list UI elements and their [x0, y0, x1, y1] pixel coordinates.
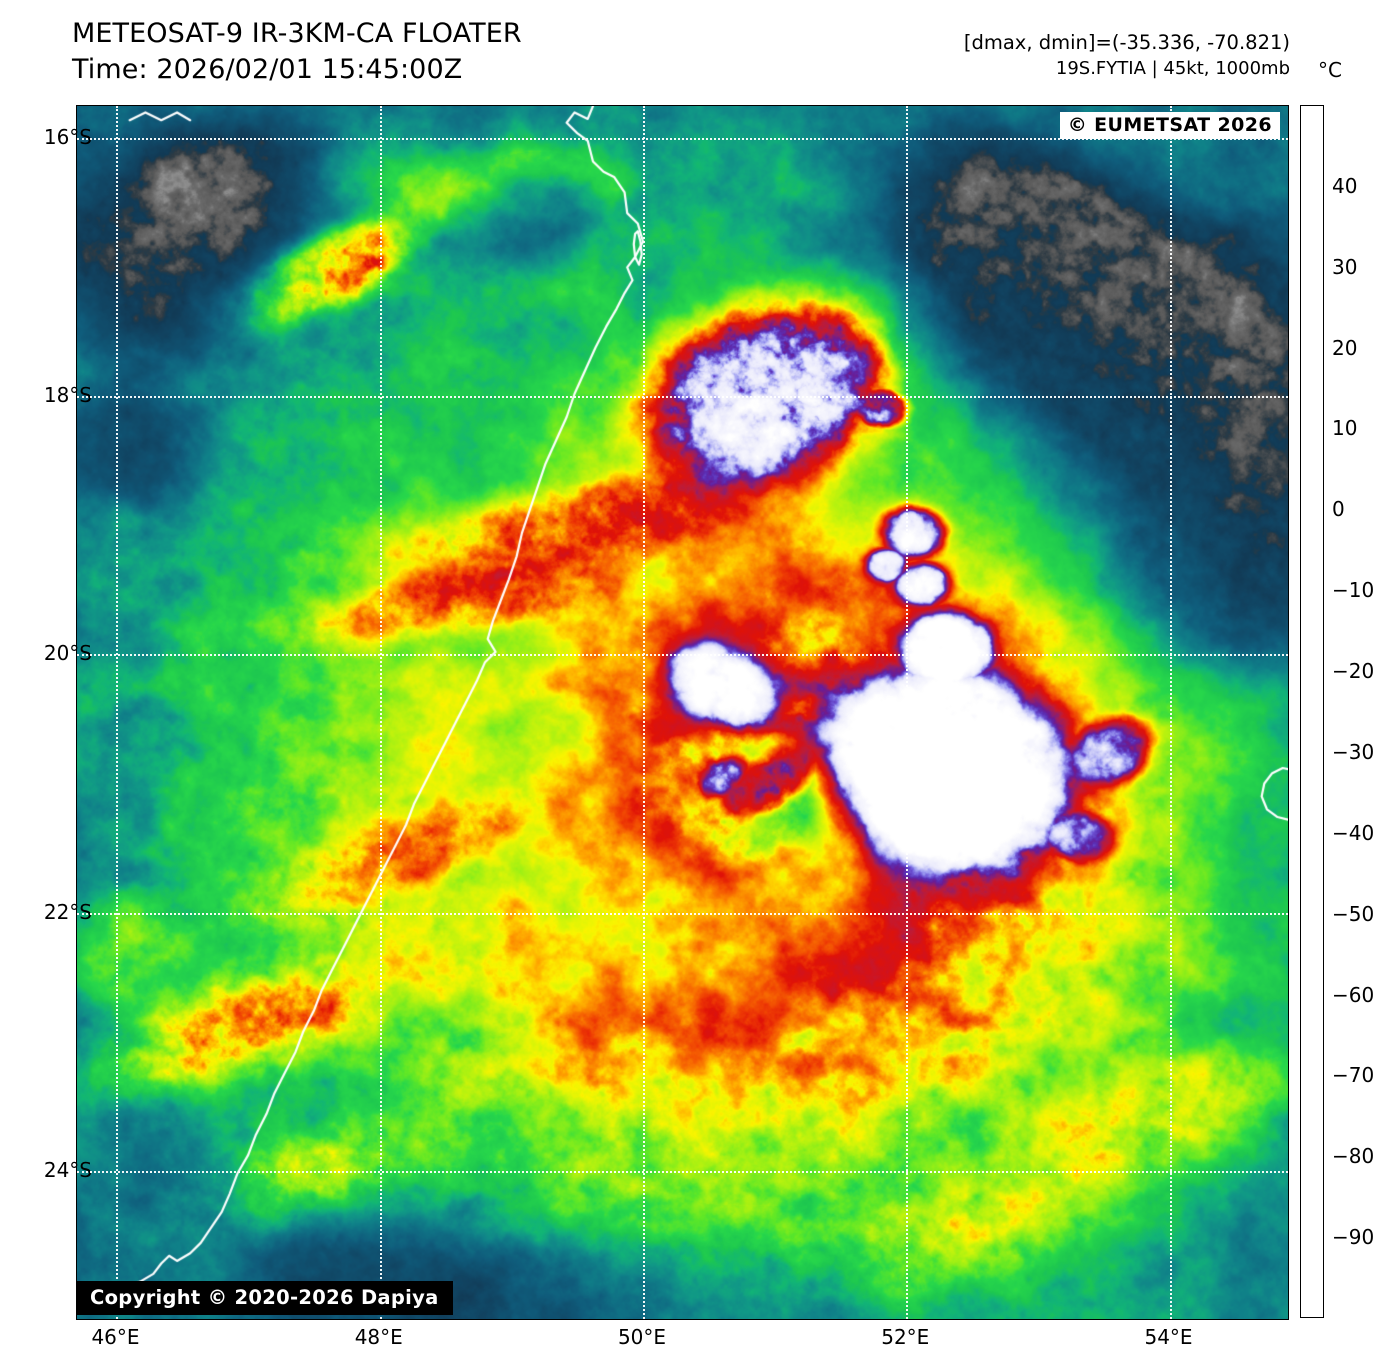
colorbar-tick--40: −40: [1332, 820, 1375, 845]
colorbar-unit-label: °C: [1318, 58, 1342, 82]
product-title: METEOSAT-9 IR-3KM-CA FLOATER: [72, 18, 522, 49]
dapiya-copyright-badge: Copyright © 2020-2026 Dapiya: [77, 1281, 453, 1315]
xtick-label-46: 46°E: [91, 1325, 140, 1349]
xtick-label-52: 52°E: [881, 1325, 930, 1349]
xtick-label-48: 48°E: [354, 1325, 403, 1349]
page-title: METEOSAT-9 IR-3KM-CA FLOATER Time: 2026/…: [72, 16, 772, 87]
colorbar-tick-30: 30: [1332, 254, 1358, 279]
colorbar-tick--10: −10: [1332, 578, 1375, 603]
colorbar-tick--20: −20: [1332, 659, 1375, 684]
eumetsat-copyright-badge: © EUMETSAT 2026: [1059, 112, 1280, 139]
colorbar-tick--60: −60: [1332, 982, 1375, 1007]
colorbar-tick--80: −80: [1332, 1144, 1375, 1169]
satellite-image-plot[interactable]: © EUMETSAT 2026 Copyright © 2020-2026 Da…: [76, 105, 1289, 1320]
storm-info-label: 19S.FYTIA | 45kt, 1000mb: [1055, 57, 1290, 79]
xtick-label-54: 54°E: [1144, 1325, 1193, 1349]
xtick-label-50: 50°E: [617, 1325, 667, 1349]
header-metadata: [dmax, dmin]=(-35.336, -70.821) 19S.FYTI…: [820, 30, 1290, 82]
colorbar-tick-40: 40: [1332, 173, 1358, 198]
colorbar-tick--90: −90: [1332, 1225, 1375, 1250]
colorbar-tick--30: −30: [1332, 739, 1375, 764]
satellite-ir-imagery: [77, 106, 1288, 1319]
time-label: Time: 2026/02/01 15:45:00Z: [72, 53, 463, 85]
temperature-colorbar: [1300, 105, 1324, 1318]
colorbar-tick--70: −70: [1332, 1063, 1375, 1088]
ytick-label-18: 18°S: [43, 383, 92, 408]
colorbar-tick-10: 10: [1332, 416, 1358, 441]
ytick-label-22: 22°S: [43, 899, 92, 924]
colorbar-tick-0: 0: [1332, 497, 1345, 522]
ytick-label-16: 16°S: [43, 125, 92, 150]
ytick-label-20: 20°S: [43, 641, 92, 666]
colorbar-tick-20: 20: [1332, 335, 1358, 360]
ytick-label-24: 24°S: [43, 1157, 92, 1182]
dmax-dmin-label: [dmax, dmin]=(-35.336, -70.821): [963, 31, 1290, 54]
colorbar-tick--50: −50: [1332, 901, 1375, 926]
